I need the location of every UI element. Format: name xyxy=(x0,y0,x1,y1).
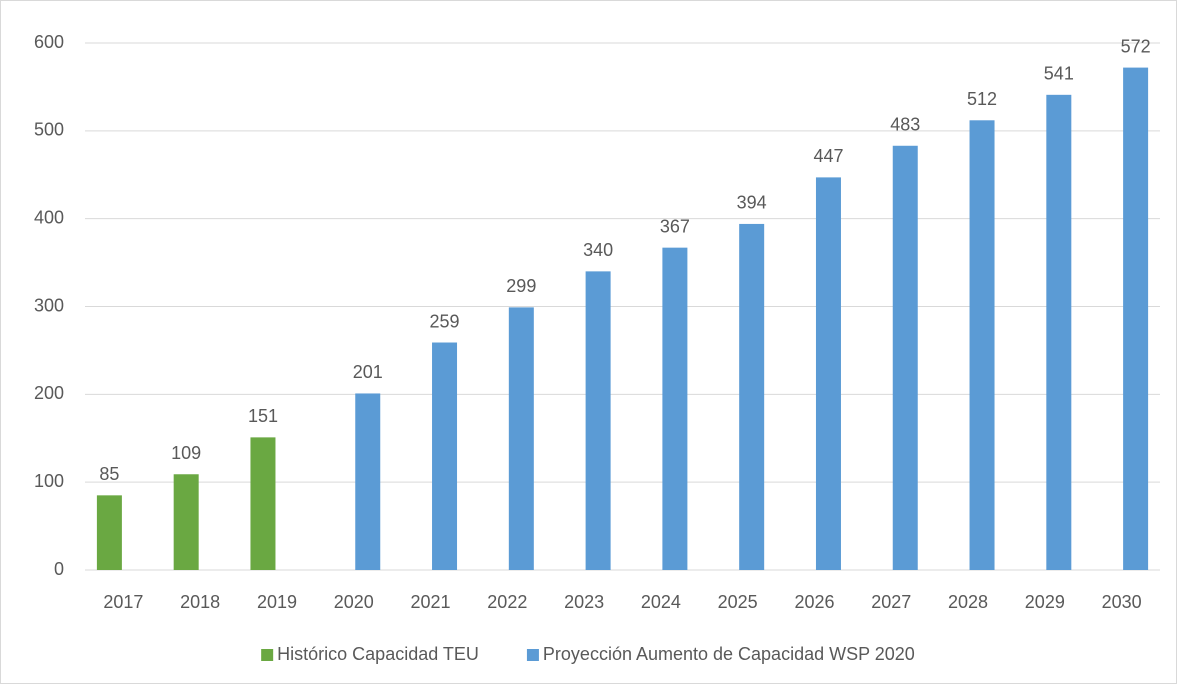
x-tick-label: 2021 xyxy=(411,592,451,612)
bar xyxy=(250,437,276,570)
x-tick-label: 2023 xyxy=(564,592,604,612)
data-label: 394 xyxy=(737,193,767,213)
bar xyxy=(892,145,918,570)
bar xyxy=(432,342,458,570)
bar xyxy=(739,223,765,571)
x-tick-label: 2030 xyxy=(1102,592,1142,612)
y-tick-label: 0 xyxy=(54,559,64,579)
legend-label: Histórico Capacidad TEU xyxy=(277,644,479,664)
legend-label: Proyección Aumento de Capacidad WSP 2020 xyxy=(543,644,915,664)
bar xyxy=(1123,67,1149,571)
y-tick-label: 500 xyxy=(34,120,64,140)
x-tick-label: 2022 xyxy=(487,592,527,612)
data-label: 85 xyxy=(99,464,119,484)
bar xyxy=(355,393,381,570)
bar xyxy=(969,120,995,570)
y-tick-label: 300 xyxy=(34,295,64,315)
data-label: 259 xyxy=(430,311,460,331)
bar xyxy=(508,307,534,570)
data-label: 512 xyxy=(967,89,997,109)
y-tick-label: 200 xyxy=(34,383,64,403)
x-tick-label: 2028 xyxy=(948,592,988,612)
data-label: 541 xyxy=(1044,64,1074,84)
x-tick-label: 2029 xyxy=(1025,592,1065,612)
data-label: 340 xyxy=(583,240,613,260)
data-label: 367 xyxy=(660,216,690,236)
x-tick-label: 2025 xyxy=(718,592,758,612)
x-tick-label: 2027 xyxy=(871,592,911,612)
legend-swatch xyxy=(261,649,274,661)
bar xyxy=(815,177,841,570)
y-tick-label: 600 xyxy=(34,32,64,52)
bar xyxy=(173,474,199,570)
x-tick-label: 2020 xyxy=(334,592,374,612)
x-tick-label: 2026 xyxy=(794,592,834,612)
legend-swatch xyxy=(526,649,539,661)
x-tick-label: 2018 xyxy=(180,592,220,612)
data-label: 151 xyxy=(248,406,278,426)
data-label: 109 xyxy=(171,443,201,463)
data-label: 299 xyxy=(506,276,536,296)
x-tick-label: 2017 xyxy=(103,592,143,612)
bar xyxy=(96,495,122,570)
x-tick-label: 2024 xyxy=(641,592,681,612)
bar xyxy=(1046,94,1072,571)
x-tick-label: 2019 xyxy=(257,592,297,612)
data-label: 201 xyxy=(353,362,383,382)
data-label: 483 xyxy=(890,115,920,135)
y-tick-label: 100 xyxy=(34,471,64,491)
data-label: 447 xyxy=(813,146,843,166)
bar xyxy=(585,271,611,570)
y-tick-label: 400 xyxy=(34,207,64,227)
bar xyxy=(662,247,688,570)
data-label: 572 xyxy=(1121,36,1151,56)
